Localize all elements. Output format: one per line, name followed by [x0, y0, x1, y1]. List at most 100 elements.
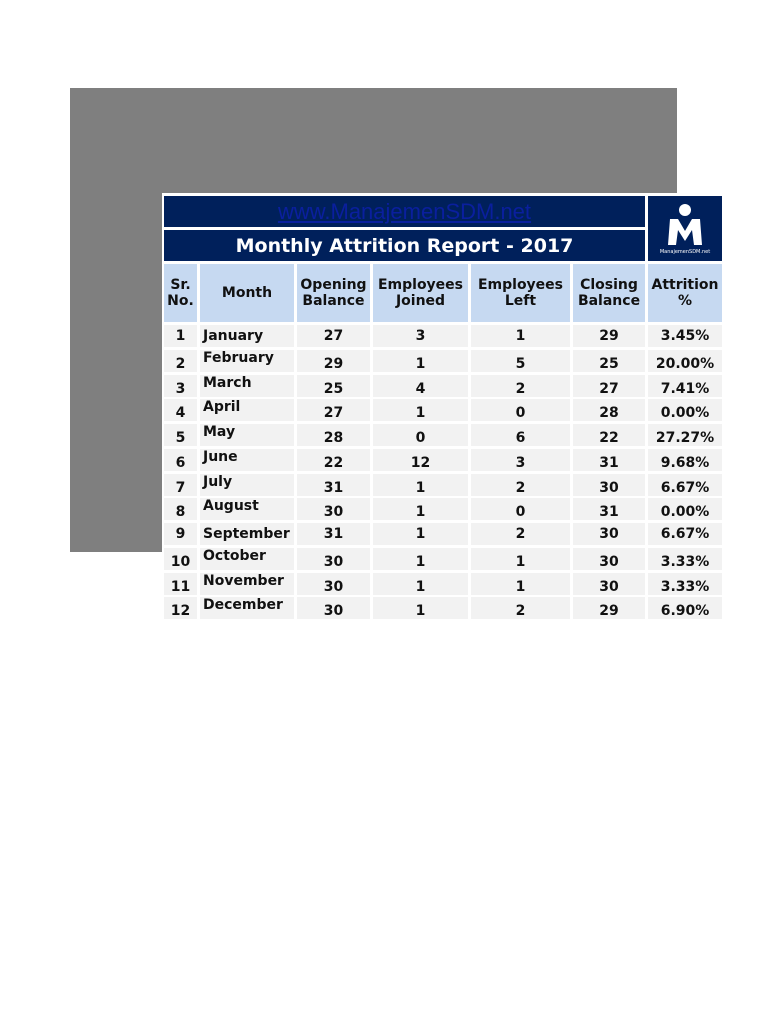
cell-attrition-pct: 3.33% [648, 573, 722, 595]
cell-closing-balance: 31 [573, 449, 645, 471]
cell-sr-no: 4 [164, 399, 197, 421]
column-header-line: Closing [580, 277, 638, 293]
cell-employees-left: 5 [471, 350, 570, 372]
cell-attrition-pct: 27.27% [648, 424, 722, 446]
cell-month: September [200, 523, 294, 545]
cell-closing-balance: 30 [573, 523, 645, 545]
column-header-attrition-pct: Attrition% [648, 264, 722, 322]
cell-closing-balance: 25 [573, 350, 645, 372]
report-title: Monthly Attrition Report - 2017 [164, 230, 645, 261]
cell-attrition-pct: 3.45% [648, 325, 722, 347]
column-header-line: % [677, 293, 693, 309]
column-header-line: Employees [377, 277, 464, 293]
cell-closing-balance: 31 [573, 498, 645, 520]
cell-attrition-pct: 6.67% [648, 474, 722, 496]
cell-opening-balance: 31 [297, 474, 370, 496]
cell-opening-balance: 29 [297, 350, 370, 372]
cell-employees-joined: 1 [373, 399, 468, 421]
cell-month: August [200, 498, 294, 520]
cell-month: April [200, 399, 294, 421]
cell-sr-no: 1 [164, 325, 197, 347]
cell-attrition-pct: 3.33% [648, 548, 722, 570]
cell-sr-no: 2 [164, 350, 197, 372]
cell-attrition-pct: 6.90% [648, 597, 722, 619]
cell-employees-left: 2 [471, 375, 570, 397]
column-header-sr-no: Sr. No. [164, 264, 197, 322]
cell-employees-joined: 12 [373, 449, 468, 471]
cell-employees-joined: 1 [373, 597, 468, 619]
cell-month: May [200, 424, 294, 446]
logo: ManajemenSDM.net [648, 196, 722, 261]
column-header-line: Balance [302, 293, 365, 309]
cell-closing-balance: 30 [573, 474, 645, 496]
cell-sr-no: 10 [164, 548, 197, 570]
attrition-report-table: www.ManajemenSDM.net Monthly Attrition R… [162, 193, 725, 621]
cell-employees-left: 0 [471, 399, 570, 421]
cell-month: October [200, 548, 294, 570]
cell-employees-left: 0 [471, 498, 570, 520]
cell-employees-left: 2 [471, 597, 570, 619]
cell-closing-balance: 30 [573, 548, 645, 570]
cell-employees-joined: 4 [373, 375, 468, 397]
cell-employees-joined: 1 [373, 573, 468, 595]
cell-month: November [200, 573, 294, 595]
cell-month: March [200, 375, 294, 397]
cell-month: January [200, 325, 294, 347]
cell-employees-joined: 3 [373, 325, 468, 347]
cell-opening-balance: 28 [297, 424, 370, 446]
cell-attrition-pct: 0.00% [648, 498, 722, 520]
column-header-opening-balance: Opening Balance [297, 264, 370, 322]
column-header-line: Left [504, 293, 537, 309]
cell-attrition-pct: 20.00% [648, 350, 722, 372]
cell-employees-joined: 1 [373, 548, 468, 570]
cell-attrition-pct: 6.67% [648, 523, 722, 545]
cell-employees-left: 2 [471, 523, 570, 545]
cell-employees-left: 2 [471, 474, 570, 496]
cell-closing-balance: 28 [573, 399, 645, 421]
cell-employees-left: 1 [471, 548, 570, 570]
column-header-line: Opening [300, 277, 367, 293]
cell-sr-no: 6 [164, 449, 197, 471]
cell-employees-joined: 1 [373, 474, 468, 496]
cell-employees-left: 6 [471, 424, 570, 446]
cell-sr-no: 8 [164, 498, 197, 520]
cell-opening-balance: 22 [297, 449, 370, 471]
column-header-line: Employees [477, 277, 564, 293]
cell-attrition-pct: 9.68% [648, 449, 722, 471]
report-frame: www.ManajemenSDM.net Monthly Attrition R… [70, 88, 725, 621]
cell-attrition-pct: 7.41% [648, 375, 722, 397]
cell-employees-left: 3 [471, 449, 570, 471]
cell-closing-balance: 27 [573, 375, 645, 397]
column-header-line: Sr. [170, 277, 191, 293]
column-header-line: Attrition [651, 277, 719, 293]
cell-closing-balance: 30 [573, 573, 645, 595]
cell-employees-left: 1 [471, 325, 570, 347]
column-header-employees-left: Employees Left [471, 264, 570, 322]
cell-employees-joined: 1 [373, 350, 468, 372]
column-header-line: Balance [577, 293, 641, 309]
cell-sr-no: 12 [164, 597, 197, 619]
column-header-line: Month [221, 285, 273, 301]
cell-sr-no: 7 [164, 474, 197, 496]
website-link[interactable]: www.ManajemenSDM.net [164, 196, 645, 227]
cell-sr-no: 11 [164, 573, 197, 595]
cell-opening-balance: 31 [297, 523, 370, 545]
cell-employees-joined: 0 [373, 424, 468, 446]
cell-employees-joined: 1 [373, 523, 468, 545]
cell-opening-balance: 30 [297, 573, 370, 595]
cell-employees-left: 1 [471, 573, 570, 595]
column-header-month: Month [200, 264, 294, 322]
cell-opening-balance: 27 [297, 399, 370, 421]
cell-opening-balance: 27 [297, 325, 370, 347]
cell-sr-no: 3 [164, 375, 197, 397]
logo-brand-text: ManajemenSDM.net [659, 248, 711, 255]
cell-opening-balance: 30 [297, 548, 370, 570]
person-m-logo-icon [668, 203, 702, 245]
cell-opening-balance: 30 [297, 597, 370, 619]
column-header-line: No. [167, 293, 194, 309]
cell-sr-no: 5 [164, 424, 197, 446]
column-header-line: Joined [395, 293, 446, 309]
cell-attrition-pct: 0.00% [648, 399, 722, 421]
cell-employees-joined: 1 [373, 498, 468, 520]
cell-closing-balance: 22 [573, 424, 645, 446]
